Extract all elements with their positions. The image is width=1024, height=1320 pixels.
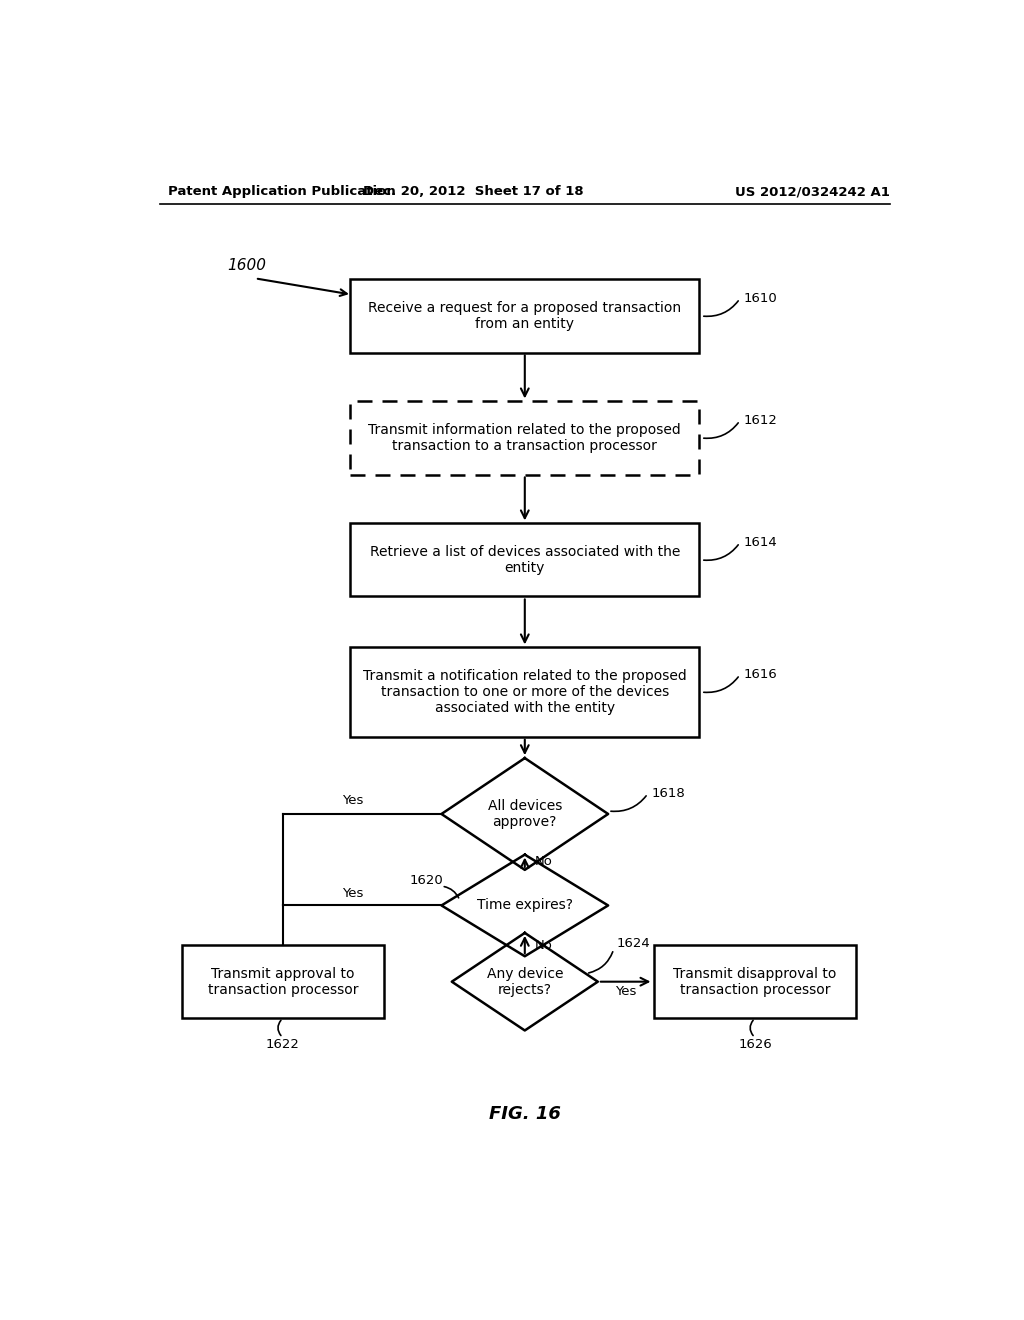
Text: Yes: Yes xyxy=(342,887,364,900)
Text: 1612: 1612 xyxy=(743,414,777,428)
Text: Receive a request for a proposed transaction
from an entity: Receive a request for a proposed transac… xyxy=(369,301,681,331)
Text: No: No xyxy=(536,939,553,952)
FancyBboxPatch shape xyxy=(350,401,699,474)
FancyBboxPatch shape xyxy=(181,945,384,1018)
Text: Retrieve a list of devices associated with the
entity: Retrieve a list of devices associated wi… xyxy=(370,545,680,576)
Text: Patent Application Publication: Patent Application Publication xyxy=(168,185,395,198)
Text: Yes: Yes xyxy=(342,795,364,808)
Text: 1626: 1626 xyxy=(738,1039,772,1051)
Text: 1616: 1616 xyxy=(743,668,777,681)
FancyBboxPatch shape xyxy=(653,945,856,1018)
Text: 1622: 1622 xyxy=(266,1039,300,1051)
FancyBboxPatch shape xyxy=(350,647,699,737)
Text: Transmit approval to
transaction processor: Transmit approval to transaction process… xyxy=(208,966,358,997)
Text: Transmit a notification related to the proposed
transaction to one or more of th: Transmit a notification related to the p… xyxy=(362,669,687,715)
Text: Time expires?: Time expires? xyxy=(477,899,572,912)
FancyBboxPatch shape xyxy=(350,280,699,352)
Text: 1618: 1618 xyxy=(652,787,685,800)
Text: Dec. 20, 2012  Sheet 17 of 18: Dec. 20, 2012 Sheet 17 of 18 xyxy=(362,185,584,198)
Text: 1600: 1600 xyxy=(227,257,266,273)
Text: Transmit disapproval to
transaction processor: Transmit disapproval to transaction proc… xyxy=(673,966,837,997)
Text: Any device
rejects?: Any device rejects? xyxy=(486,966,563,997)
Text: 1614: 1614 xyxy=(743,536,777,549)
Text: No: No xyxy=(536,855,553,869)
Text: 1624: 1624 xyxy=(616,937,650,949)
FancyBboxPatch shape xyxy=(350,523,699,597)
Text: All devices
approve?: All devices approve? xyxy=(487,799,562,829)
Text: Transmit information related to the proposed
transaction to a transaction proces: Transmit information related to the prop… xyxy=(369,422,681,453)
Text: 1610: 1610 xyxy=(743,292,777,305)
Text: 1620: 1620 xyxy=(410,874,443,887)
Text: FIG. 16: FIG. 16 xyxy=(488,1105,561,1123)
Text: Yes: Yes xyxy=(615,985,637,998)
Text: US 2012/0324242 A1: US 2012/0324242 A1 xyxy=(735,185,890,198)
